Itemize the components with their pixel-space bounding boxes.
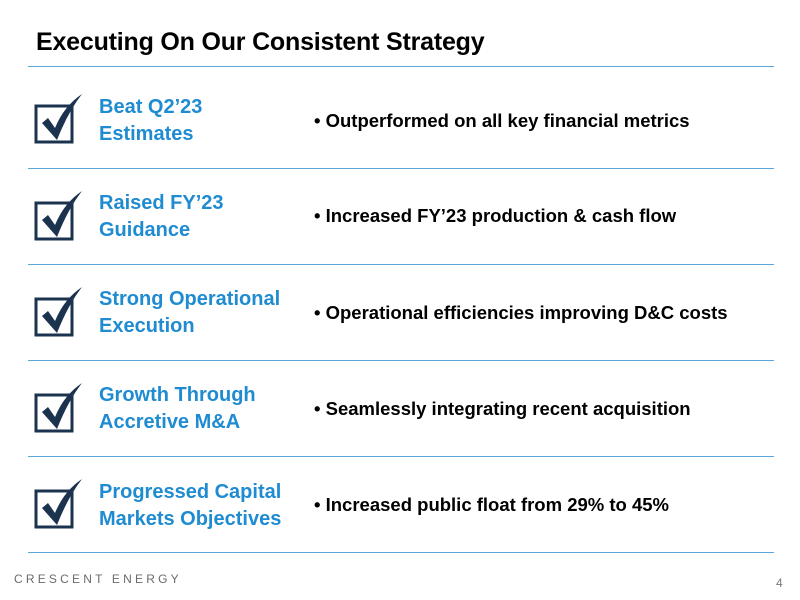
row-heading-line2: Execution <box>99 315 195 337</box>
strategy-row: Progressed Capital Markets Objectives • … <box>28 457 774 553</box>
row-heading: Beat Q2’23 Estimates <box>99 94 314 148</box>
row-heading-line2: Guidance <box>99 219 191 241</box>
footer-brand: CRESCENT ENERGY <box>14 572 182 586</box>
row-heading-line2: Markets Objectives <box>99 508 282 530</box>
row-heading-line2: Estimates <box>99 123 194 145</box>
divider <box>28 552 774 553</box>
row-heading-line2: Accretive M&A <box>99 411 241 433</box>
row-heading-line1: Strong Operational <box>99 288 281 310</box>
page-number: 4 <box>776 576 783 590</box>
row-heading: Strong Operational Execution <box>99 286 314 340</box>
strategy-row: Strong Operational Execution • Operation… <box>28 265 774 361</box>
divider <box>28 66 774 67</box>
row-heading-line1: Growth Through <box>99 384 256 406</box>
checkbox-checked-icon <box>34 94 82 144</box>
row-heading: Raised FY’23 Guidance <box>99 190 314 244</box>
checkbox-checked-icon <box>34 383 82 433</box>
row-bullet: • Operational efficiencies improving D&C… <box>314 302 728 323</box>
divider <box>28 264 774 265</box>
row-heading-line1: Raised FY’23 <box>99 192 224 214</box>
divider <box>28 360 774 361</box>
row-bullet: • Seamlessly integrating recent acquisit… <box>314 398 691 419</box>
page-title: Executing On Our Consistent Strategy <box>36 28 485 56</box>
divider <box>28 456 774 457</box>
row-heading-line1: Progressed Capital <box>99 481 282 503</box>
strategy-row: Growth Through Accretive M&A • Seamlessl… <box>28 361 774 457</box>
row-bullet: • Increased FY’23 production & cash flow <box>314 205 677 226</box>
row-bullet: • Increased public float from 29% to 45% <box>314 494 669 515</box>
divider <box>28 168 774 169</box>
checkbox-checked-icon <box>34 287 82 337</box>
strategy-row: Beat Q2’23 Estimates • Outperformed on a… <box>28 72 774 168</box>
checkbox-checked-icon <box>34 191 82 241</box>
row-bullet: • Outperformed on all key financial metr… <box>314 110 690 131</box>
strategy-row: Raised FY’23 Guidance • Increased FY’23 … <box>28 169 774 265</box>
checkbox-checked-icon <box>34 479 82 529</box>
row-heading: Progressed Capital Markets Objectives <box>99 479 314 533</box>
row-heading-line1: Beat Q2’23 <box>99 96 203 118</box>
row-heading: Growth Through Accretive M&A <box>99 382 314 436</box>
